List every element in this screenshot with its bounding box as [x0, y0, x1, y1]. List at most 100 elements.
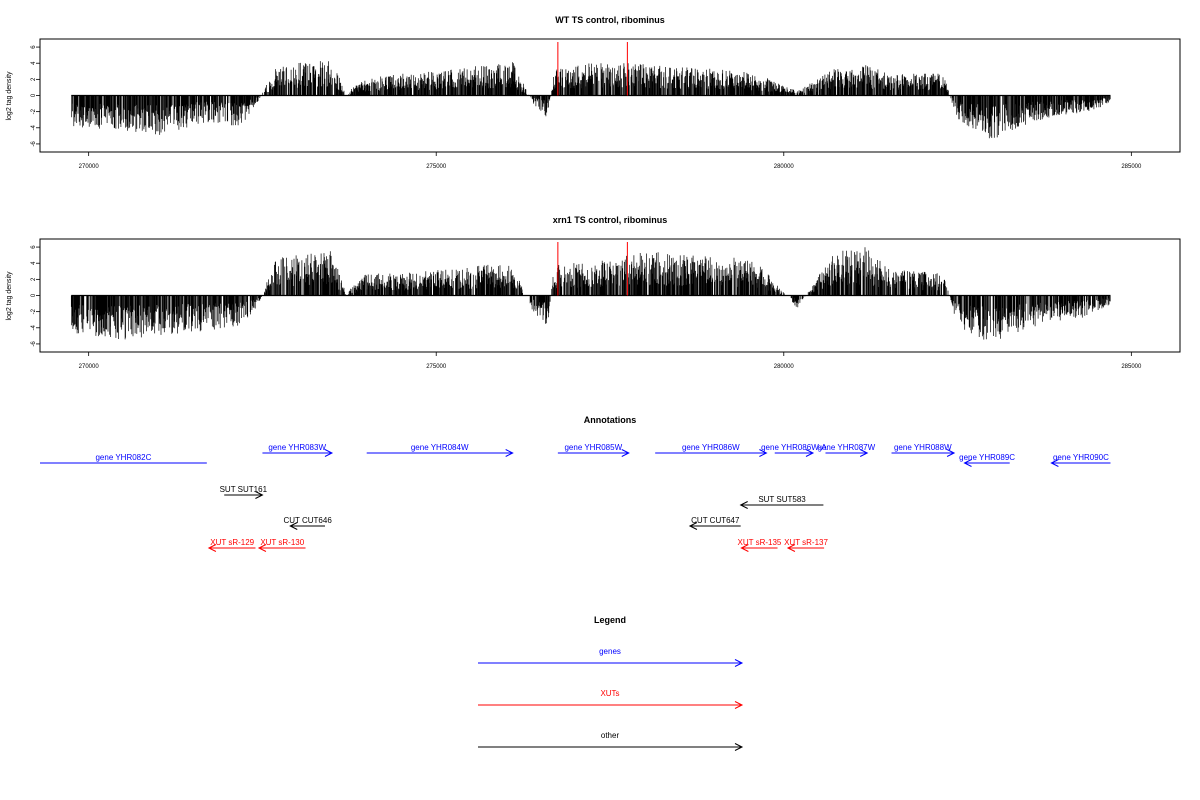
arrow-head — [1050, 459, 1059, 467]
feature-label: CUT CUT646 — [283, 516, 332, 525]
legend-label: XUTs — [600, 689, 619, 698]
feature-label: gene YHR090C — [1053, 453, 1109, 462]
arrow-head — [963, 459, 972, 467]
feature-label: XUT sR-137 — [784, 538, 828, 547]
y-tick-label: -4 — [31, 324, 37, 330]
panel-title: WT TS control, ribominus — [555, 15, 665, 25]
y-tick-label: 0 — [31, 93, 37, 97]
feature-label: gene YHR088W — [894, 443, 952, 452]
y-axis: 6 4 2 0 -2 -4 -6 — [31, 245, 40, 347]
feature-label: XUT sR-129 — [210, 538, 254, 547]
legend-label: other — [601, 731, 620, 740]
density-bar — [70, 247, 1111, 340]
feature-label: gene YHR082C — [95, 453, 151, 462]
feature: XUT sR-129 — [207, 538, 256, 552]
feature: XUT sR-135 — [738, 538, 782, 552]
y-tick-label: 0 — [31, 293, 37, 297]
feature-label: SUT SUT161 — [220, 485, 268, 494]
legend-item: genes — [478, 647, 744, 667]
feature: gene YHR085W — [557, 443, 630, 457]
x-tick-label: 280000 — [774, 164, 795, 170]
x-tick-label: 285000 — [1121, 364, 1142, 370]
arrow-head — [324, 449, 334, 457]
legend-item: XUTs — [478, 689, 744, 709]
arrow-head — [734, 701, 744, 709]
legend-items: genes XUTs other — [478, 647, 744, 751]
arrow-head — [289, 522, 298, 530]
track-panel-xrn1: xrn1 TS control, ribominus log2 tag dens… — [6, 215, 1181, 370]
y-tick-label: -6 — [31, 341, 37, 347]
feature: gene YHR083W — [262, 443, 334, 457]
legend-title: Legend — [594, 615, 626, 625]
feature-label: XUT sR-130 — [260, 538, 304, 547]
feature-label: CUT CUT647 — [691, 516, 740, 525]
feature-label: gene YHR087W — [818, 443, 876, 452]
feature: gene YHR084W — [366, 443, 514, 457]
feature-label: gene YHR084W — [411, 443, 469, 452]
bar-series — [71, 61, 1111, 139]
y-axis: 6 4 2 0 -2 -4 -6 — [31, 45, 40, 147]
y-axis-label: log2 tag density — [6, 71, 13, 121]
feature: gene YHR088W — [891, 443, 956, 457]
y-tick-label: 2 — [31, 77, 37, 81]
feature-label: gene YHR086W-A — [761, 443, 827, 452]
density-bar — [71, 61, 1111, 139]
x-axis: 270000 275000 280000 285000 — [79, 352, 1142, 370]
feature: gene YHR086W — [655, 443, 768, 457]
feature-label: gene YHR085W — [564, 443, 622, 452]
arrow-head — [207, 544, 217, 552]
arrow-head — [734, 659, 744, 667]
arrow-head — [759, 449, 768, 457]
bar-series — [70, 247, 1111, 340]
y-tick-label: -4 — [31, 124, 37, 130]
highlight-lines — [557, 242, 628, 296]
arrow-head — [739, 501, 748, 509]
arrow-head — [255, 491, 264, 499]
arrow-head — [786, 544, 796, 552]
feature: CUT CUT647 — [688, 516, 741, 530]
panel-title: xrn1 TS control, ribominus — [553, 215, 668, 225]
arrow-head — [688, 522, 698, 530]
x-tick-label: 275000 — [426, 164, 447, 170]
y-tick-label: -2 — [31, 308, 37, 314]
y-axis-label: log2 tag density — [6, 271, 13, 321]
x-axis: 270000 275000 280000 285000 — [79, 152, 1142, 170]
feature-label: gene YHR089C — [959, 453, 1015, 462]
feature: gene YHR087W — [818, 443, 876, 457]
y-tick-label: 6 — [31, 45, 37, 49]
x-tick-label: 280000 — [774, 364, 795, 370]
legend-label: genes — [599, 647, 621, 656]
feature: XUT sR-130 — [257, 538, 306, 552]
x-tick-label: 270000 — [79, 164, 100, 170]
y-tick-label: 4 — [31, 261, 37, 265]
feature: XUT sR-137 — [784, 538, 829, 552]
feature: gene YHR089C — [959, 453, 1015, 467]
y-tick-label: -6 — [31, 141, 37, 147]
annotations-panel: Annotations gene YHR082C gene YHR083W gene… — [40, 415, 1111, 552]
feature-label: gene YHR083W — [268, 443, 326, 452]
feature: gene YHR086W-A — [761, 443, 827, 457]
feature-label: SUT SUT583 — [758, 495, 806, 504]
legend: Legend genes XUTs other — [478, 615, 744, 751]
x-tick-label: 270000 — [79, 364, 100, 370]
annotations-title: Annotations — [584, 415, 637, 425]
arrow-head — [740, 544, 749, 552]
arrow-head — [734, 743, 744, 751]
arrow-head — [257, 544, 267, 552]
x-tick-label: 275000 — [426, 364, 447, 370]
arrow-head — [805, 449, 815, 457]
y-tick-label: 6 — [31, 245, 37, 249]
y-tick-label: 4 — [31, 61, 37, 65]
feature-label: XUT sR-135 — [738, 538, 782, 547]
y-tick-label: 2 — [31, 277, 37, 281]
feature-label: gene YHR086W — [682, 443, 740, 452]
feature: SUT SUT583 — [739, 495, 824, 509]
y-tick-label: -2 — [31, 108, 37, 114]
arrow-head — [859, 449, 869, 457]
arrow-head — [505, 449, 514, 457]
feature: CUT CUT646 — [283, 516, 332, 530]
feature: gene YHR090C — [1050, 453, 1111, 467]
legend-item: other — [478, 731, 744, 751]
feature: SUT SUT161 — [220, 485, 268, 499]
